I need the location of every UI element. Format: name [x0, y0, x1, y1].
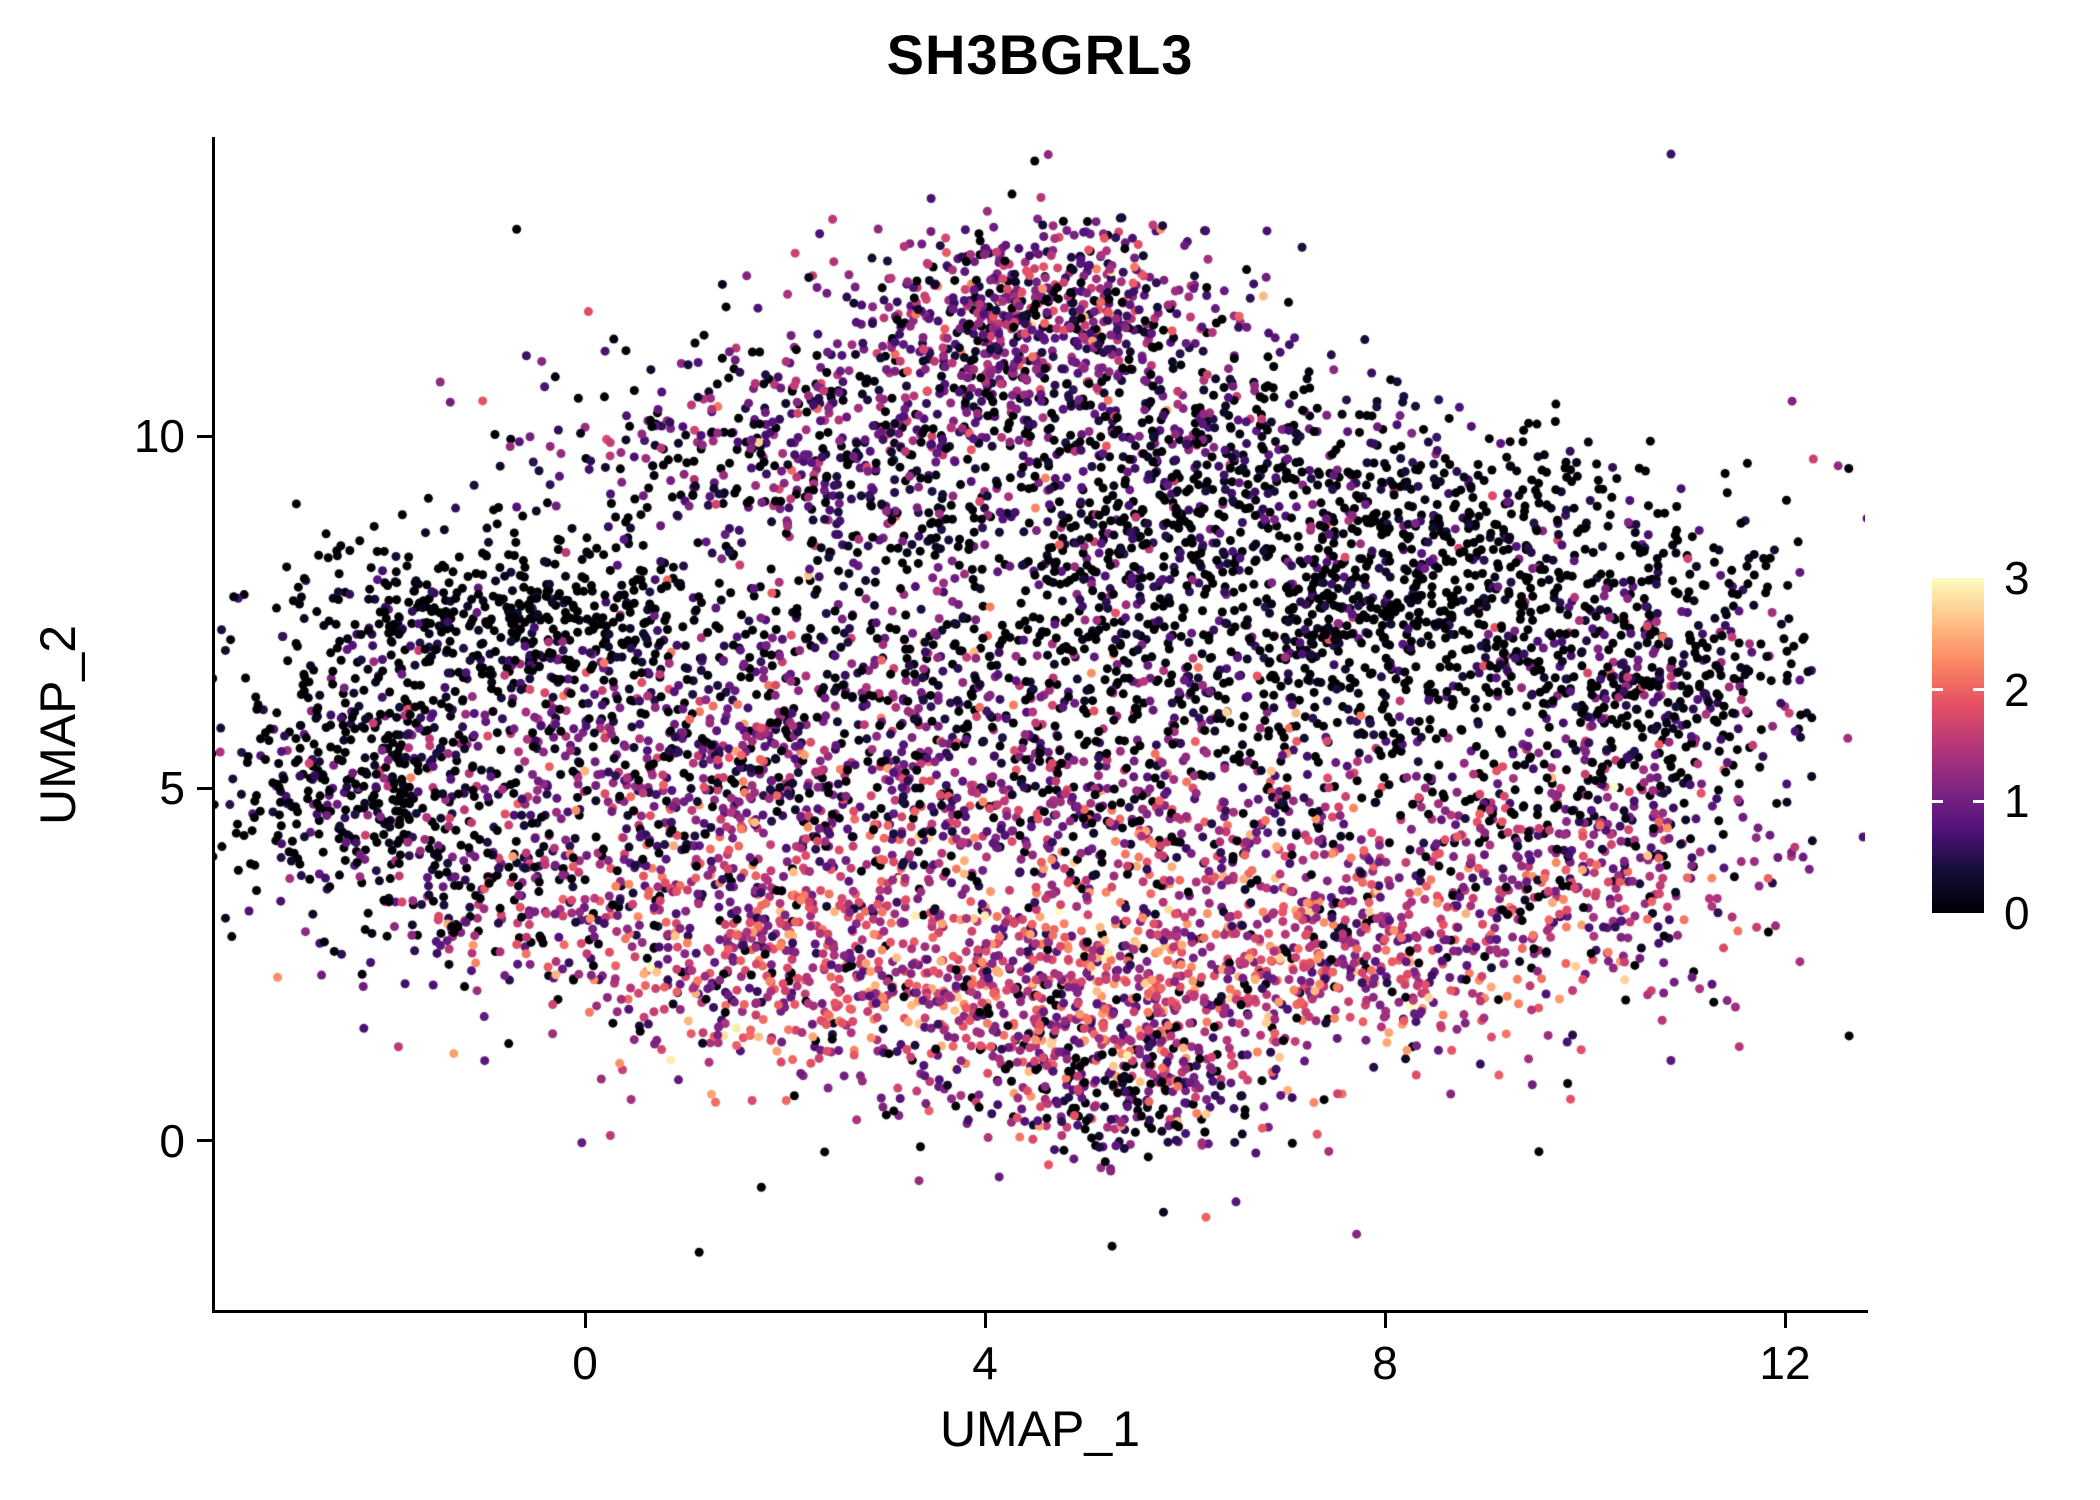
x-axis-label: UMAP_1	[939, 1401, 1141, 1457]
colorbar-tick-label: 1	[2004, 775, 2030, 828]
colorbar-tick-mark	[1973, 799, 1984, 803]
x-tick-mark	[583, 1313, 587, 1328]
plot-area	[215, 140, 1865, 1310]
x-tick-mark	[1383, 1313, 1387, 1328]
x-tick-label: 4	[972, 1337, 998, 1389]
colorbar	[1932, 578, 1984, 913]
colorbar-tick-mark	[1932, 799, 1943, 803]
colorbar-tick-label: 3	[2004, 552, 2030, 604]
y-tick-label: 0	[159, 1114, 185, 1167]
y-tick-mark	[197, 434, 212, 438]
x-tick-mark	[983, 1313, 987, 1328]
y-tick-mark	[197, 786, 212, 790]
x-tick-mark	[1783, 1313, 1787, 1328]
x-tick-label: 0	[572, 1337, 598, 1389]
y-tick-mark	[197, 1139, 212, 1143]
y-axis-label: UMAP_2	[30, 624, 86, 826]
y-tick-label: 5	[159, 762, 185, 815]
colorbar-tick-mark	[1973, 688, 1984, 692]
y-tick-label: 10	[133, 410, 185, 463]
y-axis-line	[212, 137, 215, 1313]
chart-title: SH3BGRL3	[886, 23, 1194, 86]
colorbar-tick-mark	[1932, 688, 1943, 692]
scatter-canvas	[215, 140, 1865, 1310]
colorbar-tick-label: 2	[2004, 663, 2030, 716]
x-tick-label: 12	[1759, 1337, 1811, 1389]
x-axis-line	[212, 1310, 1868, 1313]
x-tick-label: 8	[1372, 1337, 1398, 1389]
colorbar-tick-label: 0	[2004, 887, 2030, 939]
